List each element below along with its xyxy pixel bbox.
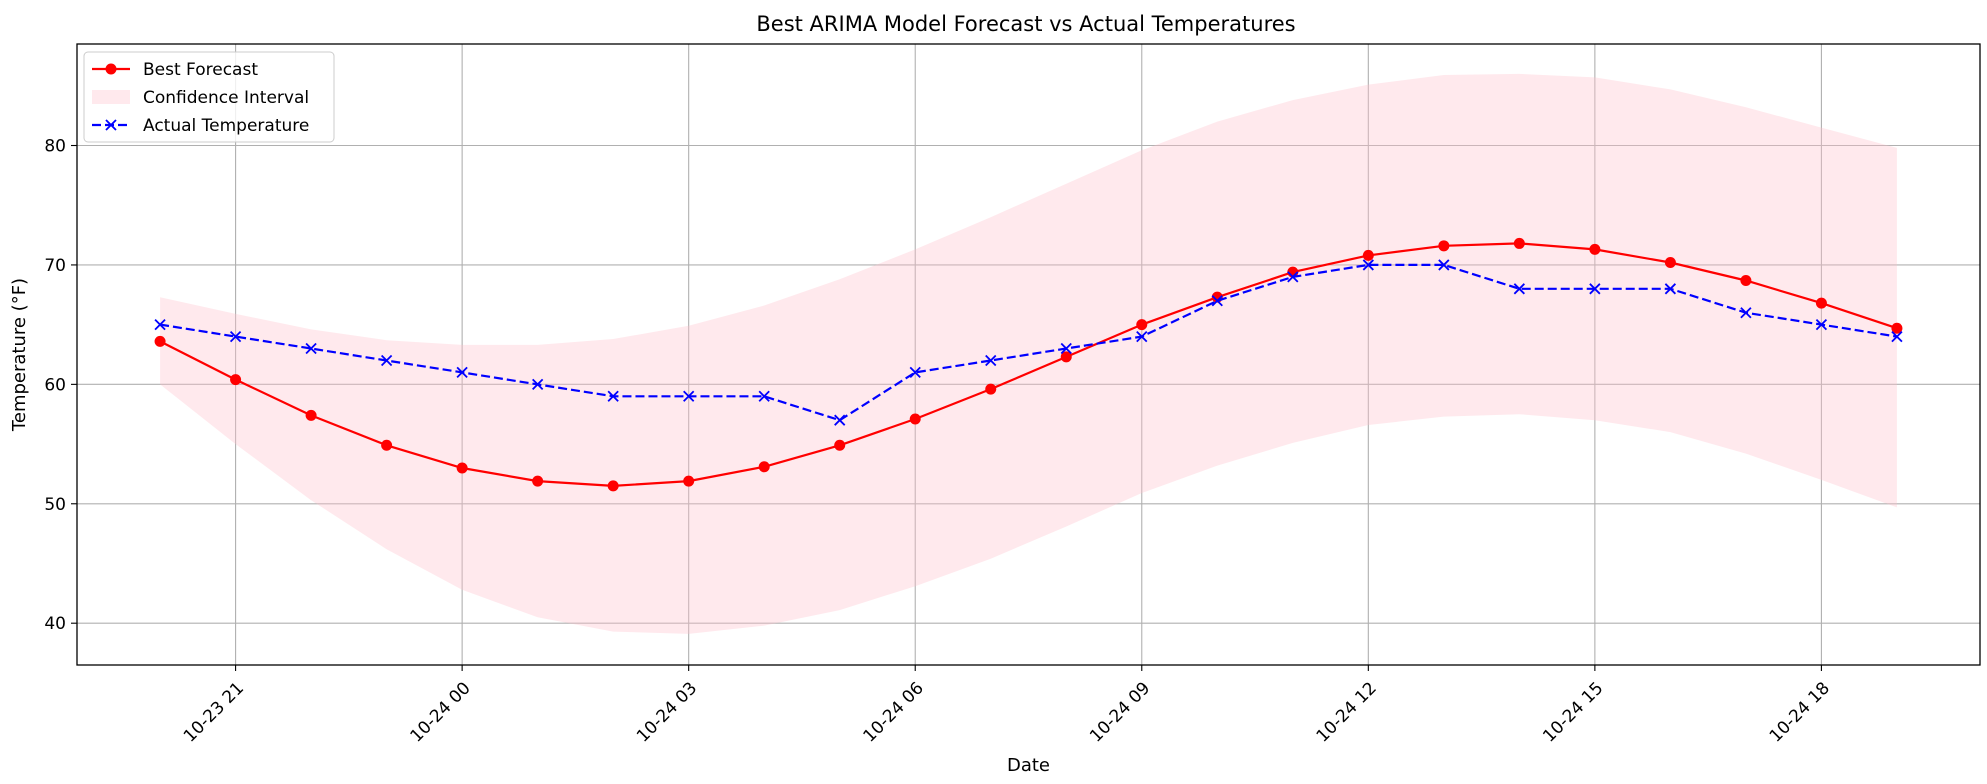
x-tick-label: 10-24 12 (1313, 678, 1381, 746)
data-point (1891, 330, 1903, 343)
x-tick-label: 10-24 00 (406, 678, 474, 746)
y-tick-label: 80 (44, 137, 66, 157)
data-point (1211, 295, 1223, 307)
x-tick-label: 10-24 09 (1086, 678, 1154, 746)
legend-items: Best Forecast Confidence Interval Actual T… (92, 60, 309, 136)
data-point (1060, 342, 1072, 355)
x-tick-label: 10-24 15 (1539, 678, 1607, 746)
data-point (985, 383, 997, 395)
data-point (1287, 271, 1299, 283)
data-point (1589, 243, 1601, 255)
data-point (229, 330, 242, 343)
data-point (683, 475, 695, 487)
series-actual-temperature (154, 259, 1903, 426)
data-point (758, 390, 770, 402)
data-point (1513, 283, 1525, 295)
series-layer (154, 237, 1903, 492)
data-point (1891, 322, 1903, 334)
data-point (1740, 274, 1752, 286)
data-point (230, 374, 242, 386)
data-point (1362, 259, 1374, 271)
data-point (305, 409, 317, 421)
data-point (532, 378, 544, 390)
data-point (305, 342, 317, 355)
series-line (159, 263, 1898, 422)
data-point (1136, 330, 1148, 343)
x-tick-label: 10-24 18 (1766, 678, 1834, 746)
legend-item: Actual Temperature (92, 116, 309, 136)
x-tick-label: 10-23 21 (180, 678, 248, 746)
data-point (1815, 297, 1827, 309)
data-point (532, 475, 544, 487)
plot-frame (76, 43, 1981, 666)
data-point (607, 390, 619, 402)
grid (77, 44, 1980, 665)
data-point (909, 366, 921, 379)
chart-title: Best ARIMA Model Forecast vs Actual Temp… (756, 12, 1295, 36)
data-point (1664, 283, 1677, 295)
data-point (1740, 307, 1752, 319)
series-line (159, 242, 1898, 488)
data-point (381, 439, 393, 451)
data-point (1513, 237, 1525, 249)
data-point (154, 335, 166, 347)
legend-item: Best Forecast (92, 60, 258, 80)
data-point (683, 390, 695, 402)
data-point (1438, 259, 1450, 271)
legend-box (83, 51, 335, 143)
data-point (380, 354, 393, 367)
legend: Best Forecast Confidence Interval Actual T… (83, 51, 335, 143)
x-axis: 10-23 21 10-24 00 10-24 03 10-24 06 10-24 09… (180, 665, 1834, 747)
data-point (834, 439, 846, 451)
data-point (456, 366, 468, 379)
data-point (1362, 249, 1374, 261)
data-point (1438, 240, 1450, 252)
legend-label: Best Forecast (143, 60, 258, 80)
x-axis-title: Date (1007, 755, 1050, 776)
data-point (1589, 283, 1601, 295)
y-tick-label: 40 (44, 614, 66, 634)
data-point (1060, 351, 1072, 363)
y-tick-label: 70 (44, 256, 66, 276)
data-point (1815, 319, 1828, 331)
data-point (834, 414, 846, 426)
data-point (607, 480, 619, 492)
data-point (985, 354, 997, 367)
y-axis: 40 50 60 70 80 (44, 137, 77, 634)
y-axis-title: Temperature (°F) (9, 278, 30, 432)
data-point (909, 413, 921, 425)
legend-item: Confidence Interval (92, 88, 309, 108)
data-point (758, 461, 770, 473)
legend-label: Confidence Interval (143, 88, 309, 108)
series-best-forecast (154, 237, 1903, 492)
confidence-interval-layer (160, 73, 1897, 634)
y-tick-label: 60 (44, 375, 66, 395)
legend-swatch (92, 90, 130, 104)
data-point (456, 462, 468, 474)
data-point (154, 319, 166, 331)
data-point (1136, 319, 1148, 331)
confidence-interval-band (160, 73, 1897, 634)
legend-marker (105, 63, 117, 75)
legend-label: Actual Temperature (143, 116, 309, 136)
x-tick-label: 10-24 03 (633, 678, 701, 746)
data-point (1664, 257, 1676, 269)
x-tick-label: 10-24 06 (860, 678, 928, 746)
y-tick-label: 50 (44, 495, 66, 515)
legend-marker (105, 119, 117, 131)
